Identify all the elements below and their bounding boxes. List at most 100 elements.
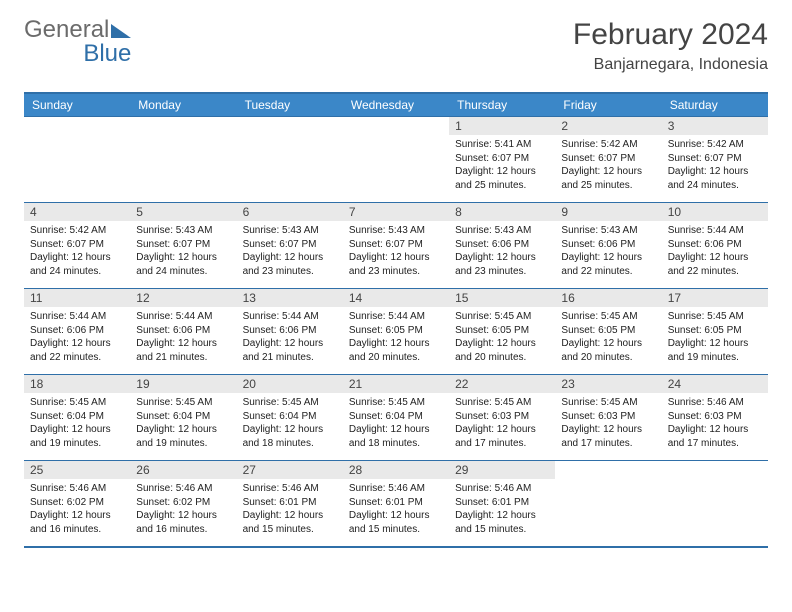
sunset-text: Sunset: 6:07 PM [668,152,762,166]
weekday-header: Wednesday [343,93,449,117]
location-subtitle: Banjarnegara, Indonesia [573,56,768,74]
calendar-row: 25Sunrise: 5:46 AMSunset: 6:02 PMDayligh… [24,461,768,547]
day-number: 7 [343,203,449,221]
calendar-row: 1Sunrise: 5:41 AMSunset: 6:07 PMDaylight… [24,117,768,203]
sunrise-text: Sunrise: 5:45 AM [455,396,549,410]
sunset-text: Sunset: 6:07 PM [136,238,230,252]
day-number: 26 [130,461,236,479]
header: GeneralBlue February 2024 Banjarnegara, … [24,18,768,74]
brand-logo: GeneralBlue [24,18,131,66]
calendar-cell: 12Sunrise: 5:44 AMSunset: 6:06 PMDayligh… [130,289,236,375]
day-details: Sunrise: 5:45 AMSunset: 6:04 PMDaylight:… [237,393,343,454]
sunset-text: Sunset: 6:06 PM [455,238,549,252]
sunrise-text: Sunrise: 5:46 AM [243,482,337,496]
sunrise-text: Sunrise: 5:46 AM [455,482,549,496]
calendar-cell: 18Sunrise: 5:45 AMSunset: 6:04 PMDayligh… [24,375,130,461]
daylight-text: Daylight: 12 hours and 15 minutes. [349,509,443,536]
calendar-cell [237,117,343,203]
calendar-row: 4Sunrise: 5:42 AMSunset: 6:07 PMDaylight… [24,203,768,289]
sunrise-text: Sunrise: 5:42 AM [30,224,124,238]
day-number: 24 [662,375,768,393]
calendar-cell: 2Sunrise: 5:42 AMSunset: 6:07 PMDaylight… [555,117,661,203]
calendar-cell: 13Sunrise: 5:44 AMSunset: 6:06 PMDayligh… [237,289,343,375]
calendar-cell: 16Sunrise: 5:45 AMSunset: 6:05 PMDayligh… [555,289,661,375]
sunrise-text: Sunrise: 5:41 AM [455,138,549,152]
day-number [237,117,343,135]
calendar-cell: 29Sunrise: 5:46 AMSunset: 6:01 PMDayligh… [449,461,555,547]
day-details: Sunrise: 5:44 AMSunset: 6:05 PMDaylight:… [343,307,449,368]
day-number: 19 [130,375,236,393]
day-number: 9 [555,203,661,221]
day-number [555,461,661,479]
day-details: Sunrise: 5:46 AMSunset: 6:03 PMDaylight:… [662,393,768,454]
calendar-cell: 6Sunrise: 5:43 AMSunset: 6:07 PMDaylight… [237,203,343,289]
day-number: 25 [24,461,130,479]
daylight-text: Daylight: 12 hours and 17 minutes. [668,423,762,450]
sunset-text: Sunset: 6:01 PM [455,496,549,510]
day-details: Sunrise: 5:46 AMSunset: 6:01 PMDaylight:… [343,479,449,540]
day-number: 6 [237,203,343,221]
daylight-text: Daylight: 12 hours and 19 minutes. [668,337,762,364]
calendar-cell: 11Sunrise: 5:44 AMSunset: 6:06 PMDayligh… [24,289,130,375]
day-details: Sunrise: 5:44 AMSunset: 6:06 PMDaylight:… [130,307,236,368]
day-details: Sunrise: 5:43 AMSunset: 6:07 PMDaylight:… [237,221,343,282]
daylight-text: Daylight: 12 hours and 17 minutes. [561,423,655,450]
calendar-cell: 10Sunrise: 5:44 AMSunset: 6:06 PMDayligh… [662,203,768,289]
daylight-text: Daylight: 12 hours and 20 minutes. [349,337,443,364]
calendar-cell: 17Sunrise: 5:45 AMSunset: 6:05 PMDayligh… [662,289,768,375]
day-number: 2 [555,117,661,135]
day-number: 4 [24,203,130,221]
sunset-text: Sunset: 6:01 PM [243,496,337,510]
sunset-text: Sunset: 6:06 PM [668,238,762,252]
sunset-text: Sunset: 6:06 PM [136,324,230,338]
day-details: Sunrise: 5:43 AMSunset: 6:07 PMDaylight:… [343,221,449,282]
daylight-text: Daylight: 12 hours and 16 minutes. [136,509,230,536]
day-details: Sunrise: 5:45 AMSunset: 6:03 PMDaylight:… [555,393,661,454]
day-details: Sunrise: 5:43 AMSunset: 6:07 PMDaylight:… [130,221,236,282]
sunrise-text: Sunrise: 5:44 AM [349,310,443,324]
day-number: 11 [24,289,130,307]
daylight-text: Daylight: 12 hours and 17 minutes. [455,423,549,450]
sunset-text: Sunset: 6:05 PM [668,324,762,338]
sunrise-text: Sunrise: 5:44 AM [136,310,230,324]
day-number: 29 [449,461,555,479]
weekday-header: Tuesday [237,93,343,117]
sunset-text: Sunset: 6:04 PM [136,410,230,424]
sunset-text: Sunset: 6:07 PM [561,152,655,166]
sunset-text: Sunset: 6:05 PM [349,324,443,338]
day-number [24,117,130,135]
calendar-cell: 26Sunrise: 5:46 AMSunset: 6:02 PMDayligh… [130,461,236,547]
day-number: 22 [449,375,555,393]
brand-triangle-icon [111,24,131,38]
sunset-text: Sunset: 6:07 PM [455,152,549,166]
day-number: 17 [662,289,768,307]
day-details: Sunrise: 5:43 AMSunset: 6:06 PMDaylight:… [449,221,555,282]
day-details: Sunrise: 5:46 AMSunset: 6:01 PMDaylight:… [237,479,343,540]
day-number: 10 [662,203,768,221]
sunset-text: Sunset: 6:07 PM [30,238,124,252]
day-details: Sunrise: 5:42 AMSunset: 6:07 PMDaylight:… [555,135,661,196]
calendar-cell [662,461,768,547]
sunset-text: Sunset: 6:07 PM [349,238,443,252]
daylight-text: Daylight: 12 hours and 25 minutes. [561,165,655,192]
day-details: Sunrise: 5:45 AMSunset: 6:05 PMDaylight:… [662,307,768,368]
calendar-cell: 23Sunrise: 5:45 AMSunset: 6:03 PMDayligh… [555,375,661,461]
calendar-cell: 7Sunrise: 5:43 AMSunset: 6:07 PMDaylight… [343,203,449,289]
daylight-text: Daylight: 12 hours and 16 minutes. [30,509,124,536]
sunset-text: Sunset: 6:03 PM [668,410,762,424]
day-details: Sunrise: 5:45 AMSunset: 6:05 PMDaylight:… [449,307,555,368]
sunrise-text: Sunrise: 5:45 AM [243,396,337,410]
daylight-text: Daylight: 12 hours and 15 minutes. [243,509,337,536]
sunrise-text: Sunrise: 5:43 AM [561,224,655,238]
calendar-cell: 1Sunrise: 5:41 AMSunset: 6:07 PMDaylight… [449,117,555,203]
day-details: Sunrise: 5:41 AMSunset: 6:07 PMDaylight:… [449,135,555,196]
sunrise-text: Sunrise: 5:45 AM [30,396,124,410]
day-details: Sunrise: 5:42 AMSunset: 6:07 PMDaylight:… [24,221,130,282]
sunrise-text: Sunrise: 5:46 AM [349,482,443,496]
sunrise-text: Sunrise: 5:45 AM [349,396,443,410]
sunrise-text: Sunrise: 5:45 AM [561,310,655,324]
day-number: 8 [449,203,555,221]
day-details: Sunrise: 5:45 AMSunset: 6:04 PMDaylight:… [130,393,236,454]
sunset-text: Sunset: 6:04 PM [349,410,443,424]
calendar-cell [555,461,661,547]
